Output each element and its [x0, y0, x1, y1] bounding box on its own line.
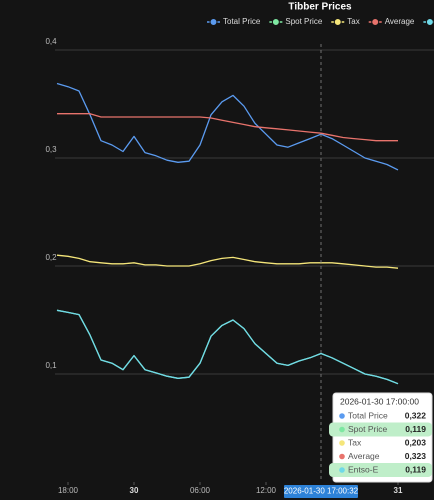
- tooltip-box: [332, 392, 433, 483]
- tooltip-name: Average: [348, 451, 380, 461]
- tooltip-highlight: [329, 463, 432, 477]
- tooltip-name: Total Price: [348, 410, 388, 420]
- crosshair-label: 2026-01-30 17:00:32: [284, 487, 359, 496]
- legend-label: Spot Price: [285, 17, 322, 26]
- legend-swatch: [209, 18, 218, 26]
- y-tick-label: 0,4: [45, 37, 57, 46]
- tooltip-swatch: [339, 413, 345, 419]
- tooltip-swatch: [339, 426, 345, 433]
- series-line: [56, 254, 399, 269]
- legend-label: Total Price: [223, 17, 261, 26]
- legend-swatch: [333, 18, 342, 26]
- series-line: [56, 82, 399, 171]
- tooltip-name: Tax: [348, 437, 362, 447]
- tooltip-swatch: [339, 440, 345, 446]
- crosshair-label-bg: [284, 485, 358, 498]
- legend-label: Tax: [347, 17, 359, 26]
- tooltip-name: Entso-E: [348, 464, 379, 474]
- tooltip-swatch: [339, 453, 345, 460]
- tooltip-title: 2026-01-30 17:00:00: [340, 396, 419, 406]
- tooltip-value: 0,322: [405, 410, 427, 420]
- tooltip-value: 0,119: [405, 464, 426, 474]
- x-tick-label: 18:00: [58, 486, 79, 495]
- tooltip-highlight: [329, 422, 432, 437]
- series-line: [56, 309, 399, 385]
- y-tick-label: 0,3: [45, 145, 57, 154]
- x-tick-label: 30: [130, 486, 139, 495]
- legend-swatch: [425, 18, 434, 26]
- y-tick-label: 0,1: [45, 361, 57, 370]
- tooltip-value: 0,323: [405, 451, 427, 461]
- x-tick-label: 31: [394, 486, 403, 495]
- legend-swatch: [271, 18, 280, 26]
- x-tick-label: 12:00: [256, 486, 277, 495]
- tooltip-value: 0,203: [405, 437, 427, 447]
- lines: [56, 82, 399, 385]
- tooltip-value: 0,119: [405, 424, 426, 434]
- legend-swatch: [371, 18, 380, 26]
- legend-label: Average: [385, 17, 415, 26]
- chart-title: Tibber Prices: [288, 2, 352, 13]
- tooltip-swatch: [339, 467, 345, 473]
- tooltip-name: Spot Price: [348, 424, 387, 434]
- series-line: [57, 113, 398, 142]
- x-tick-label: 06:00: [190, 486, 211, 495]
- y-tick-label: 0,2: [45, 253, 57, 262]
- overlay: 2026-01-30 17:00:32 2026-01-30 17:00:00 To…: [284, 44, 433, 498]
